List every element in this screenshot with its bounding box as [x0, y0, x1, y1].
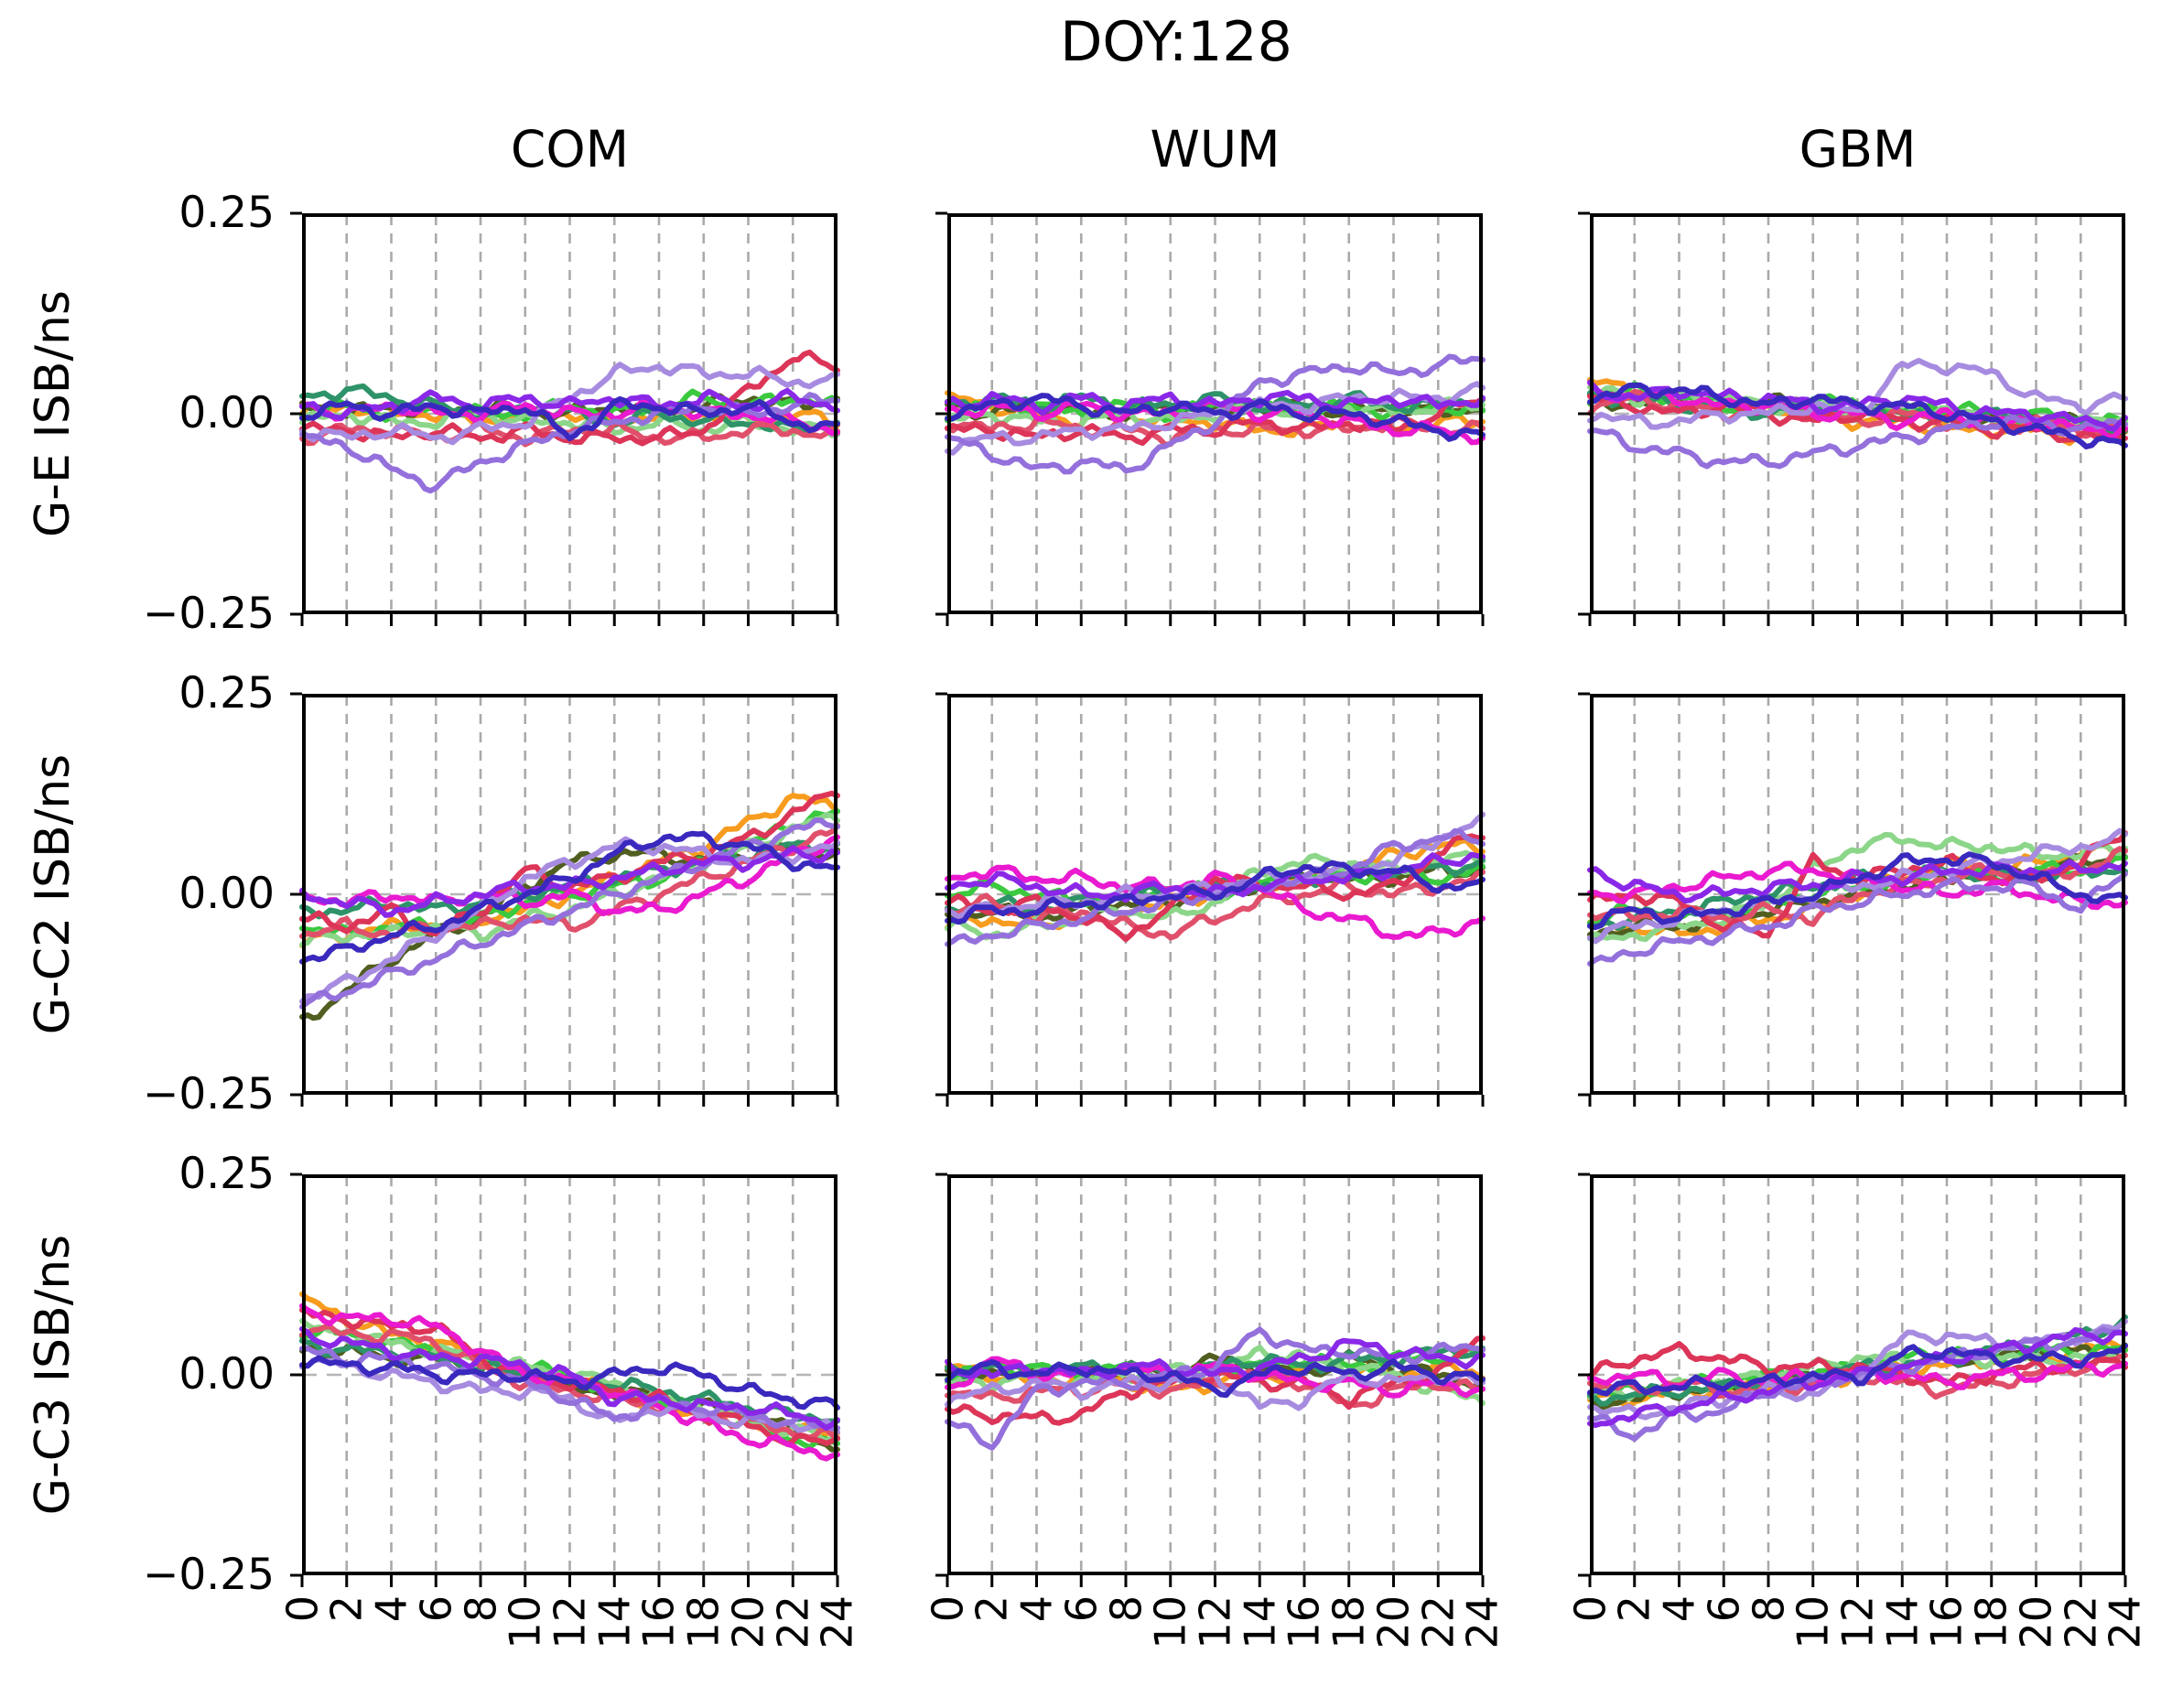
y-tick-label: 0.25 — [178, 1149, 275, 1199]
x-tick-label: 18 — [678, 1595, 729, 1649]
series-line-indigo — [1587, 851, 2128, 931]
x-tick-label: 16 — [634, 1595, 684, 1649]
x-tick-label: 10 — [1788, 1595, 1838, 1649]
x-tick-label: 6 — [411, 1595, 461, 1623]
column-header-gbm: GBM — [1799, 120, 1917, 178]
y-tick-label: 0.00 — [178, 388, 275, 438]
subplot-com-g-e — [290, 211, 840, 626]
plot-frame — [302, 694, 837, 1095]
series-line-mediumpurple — [945, 353, 1486, 475]
series-line-indigo — [1587, 1343, 2128, 1397]
subplot-gbm-g-c3 — [1578, 1173, 2128, 1587]
x-tick-label: 2 — [1609, 1595, 1659, 1623]
x-tick-label: 18 — [1324, 1595, 1374, 1649]
series-line-crimson — [945, 833, 1486, 943]
series-line-blueviolet — [945, 389, 1486, 416]
series-line-indigo — [299, 830, 840, 965]
row-label-g-c2: G-C2 ISB/ns — [26, 753, 81, 1035]
subplot-com-g-c2 — [290, 692, 840, 1107]
x-tick-label: 4 — [366, 1595, 416, 1623]
series-line-blueviolet — [1587, 859, 2128, 904]
series-line-indigo — [1587, 382, 2128, 449]
x-tick-label: 4 — [1011, 1595, 1062, 1623]
y-tick-label: 0.00 — [178, 1349, 275, 1400]
plot-frame — [1590, 694, 2125, 1095]
series-line-blueviolet — [299, 1325, 840, 1432]
x-tick-label: 14 — [1877, 1595, 1928, 1649]
y-tick-label: 0.00 — [178, 869, 275, 919]
x-tick-label: 8 — [456, 1595, 505, 1623]
y-tick-label: −0.25 — [142, 1069, 275, 1119]
subplot-wum-g-e — [935, 211, 1486, 626]
x-tick-label: 22 — [2056, 1595, 2106, 1649]
x-tick-label: 10 — [1145, 1595, 1195, 1649]
x-tick-label: 8 — [1744, 1595, 1793, 1623]
series-line-indigo — [299, 395, 840, 442]
x-tick-label: 18 — [1966, 1595, 2016, 1649]
x-tick-label: 0 — [1565, 1595, 1615, 1623]
x-tick-label: 16 — [1922, 1595, 1972, 1649]
x-tick-label: 22 — [768, 1595, 818, 1649]
x-tick-label: 12 — [1190, 1595, 1240, 1649]
plot-frame — [947, 1174, 1483, 1575]
series-line-indigo — [299, 1355, 840, 1411]
column-header-com: COM — [510, 120, 630, 178]
column-header-wum: WUM — [1150, 120, 1281, 178]
x-tick-label: 12 — [545, 1595, 595, 1649]
x-tick-label: 12 — [1832, 1595, 1883, 1649]
series-line-crimson — [299, 790, 840, 937]
x-tick-label: 24 — [1458, 1595, 1507, 1649]
series-line-blueviolet — [1587, 1327, 2128, 1428]
row-label-g-e: G-E ISB/ns — [26, 289, 81, 538]
x-tick-label: 8 — [1101, 1595, 1151, 1623]
series-line-blueviolet — [299, 845, 840, 918]
series-line-lightpurple — [1587, 357, 2128, 430]
subplot-gbm-g-e — [1578, 211, 2128, 626]
series-line-orange — [1587, 840, 2128, 937]
subplot-com-g-c3 — [290, 1173, 840, 1587]
plot-frame — [947, 694, 1483, 1095]
plot-frame — [302, 213, 837, 614]
series-line-indigo — [945, 1358, 1486, 1399]
series-line-mediumpurple — [1587, 870, 2128, 967]
x-tick-label: 14 — [589, 1595, 640, 1649]
x-tick-label: 6 — [1699, 1595, 1749, 1623]
x-tick-label: 22 — [1413, 1595, 1464, 1649]
subplot-wum-g-c3 — [935, 1173, 1486, 1587]
y-tick-label: 0.25 — [178, 188, 275, 238]
x-tick-label: 10 — [500, 1595, 550, 1649]
subplot-wum-g-c2 — [935, 692, 1486, 1107]
row-label-g-c3: G-C3 ISB/ns — [26, 1234, 81, 1516]
x-tick-label: 24 — [2101, 1595, 2150, 1649]
series-line-lightpurple — [299, 836, 840, 1005]
x-tick-label: 24 — [813, 1595, 862, 1649]
series-line-indigo — [945, 859, 1486, 925]
x-tick-label: 20 — [1368, 1595, 1419, 1649]
x-tick-label: 20 — [723, 1595, 773, 1649]
x-tick-label: 6 — [1056, 1595, 1107, 1623]
y-tick-label: −0.25 — [142, 589, 275, 639]
y-tick-label: −0.25 — [142, 1550, 275, 1600]
x-tick-label: 2 — [321, 1595, 372, 1623]
x-tick-label: 20 — [2011, 1595, 2061, 1649]
x-tick-label: 0 — [277, 1595, 327, 1623]
x-tick-label: 4 — [1654, 1595, 1704, 1623]
x-tick-label: 14 — [1235, 1595, 1285, 1649]
series-line-magenta — [945, 864, 1486, 940]
series-line-lightgreen — [1587, 1350, 2128, 1402]
series-line-magenta — [299, 834, 840, 917]
x-tick-label: 16 — [1280, 1595, 1329, 1649]
series-line-indigo — [945, 393, 1486, 442]
plot-frame — [1590, 213, 2125, 614]
x-tick-label: 2 — [967, 1595, 1017, 1623]
y-tick-label: 0.25 — [178, 668, 275, 719]
plot-frame — [1590, 1174, 2125, 1575]
series-line-lightpurple — [945, 811, 1486, 920]
subplot-gbm-g-c2 — [1578, 692, 2128, 1107]
figure-title: DOY:128 — [1060, 10, 1292, 74]
x-tick-label: 0 — [923, 1595, 972, 1623]
plot-frame — [302, 1174, 837, 1575]
plot-frame — [947, 213, 1483, 614]
